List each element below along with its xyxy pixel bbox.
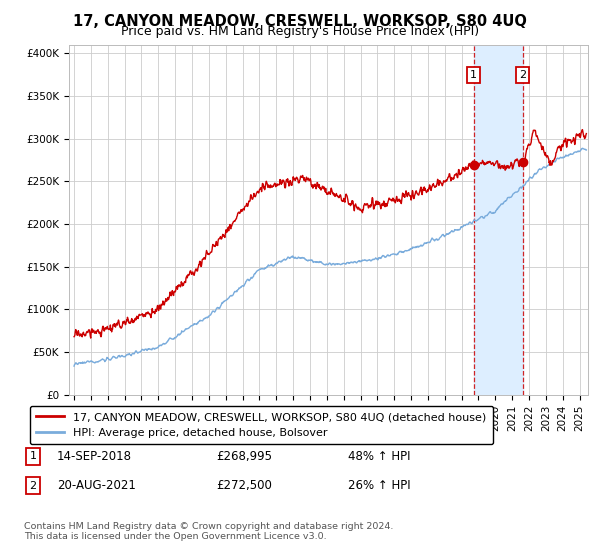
- Text: 2: 2: [519, 69, 526, 80]
- Text: Contains HM Land Registry data © Crown copyright and database right 2024.
This d: Contains HM Land Registry data © Crown c…: [24, 522, 394, 542]
- Text: Price paid vs. HM Land Registry's House Price Index (HPI): Price paid vs. HM Land Registry's House …: [121, 25, 479, 38]
- Text: 26% ↑ HPI: 26% ↑ HPI: [348, 479, 410, 492]
- Text: 1: 1: [470, 69, 477, 80]
- Legend: 17, CANYON MEADOW, CRESWELL, WORKSOP, S80 4UQ (detached house), HPI: Average pri: 17, CANYON MEADOW, CRESWELL, WORKSOP, S8…: [29, 405, 493, 445]
- Text: £268,995: £268,995: [216, 450, 272, 463]
- Text: 14-SEP-2018: 14-SEP-2018: [57, 450, 132, 463]
- Text: 17, CANYON MEADOW, CRESWELL, WORKSOP, S80 4UQ: 17, CANYON MEADOW, CRESWELL, WORKSOP, S8…: [73, 14, 527, 29]
- Text: 2: 2: [29, 480, 37, 491]
- Text: 1: 1: [29, 451, 37, 461]
- Bar: [473, 45, 523, 395]
- Text: 48% ↑ HPI: 48% ↑ HPI: [348, 450, 410, 463]
- Text: 20-AUG-2021: 20-AUG-2021: [57, 479, 136, 492]
- Text: £272,500: £272,500: [216, 479, 272, 492]
